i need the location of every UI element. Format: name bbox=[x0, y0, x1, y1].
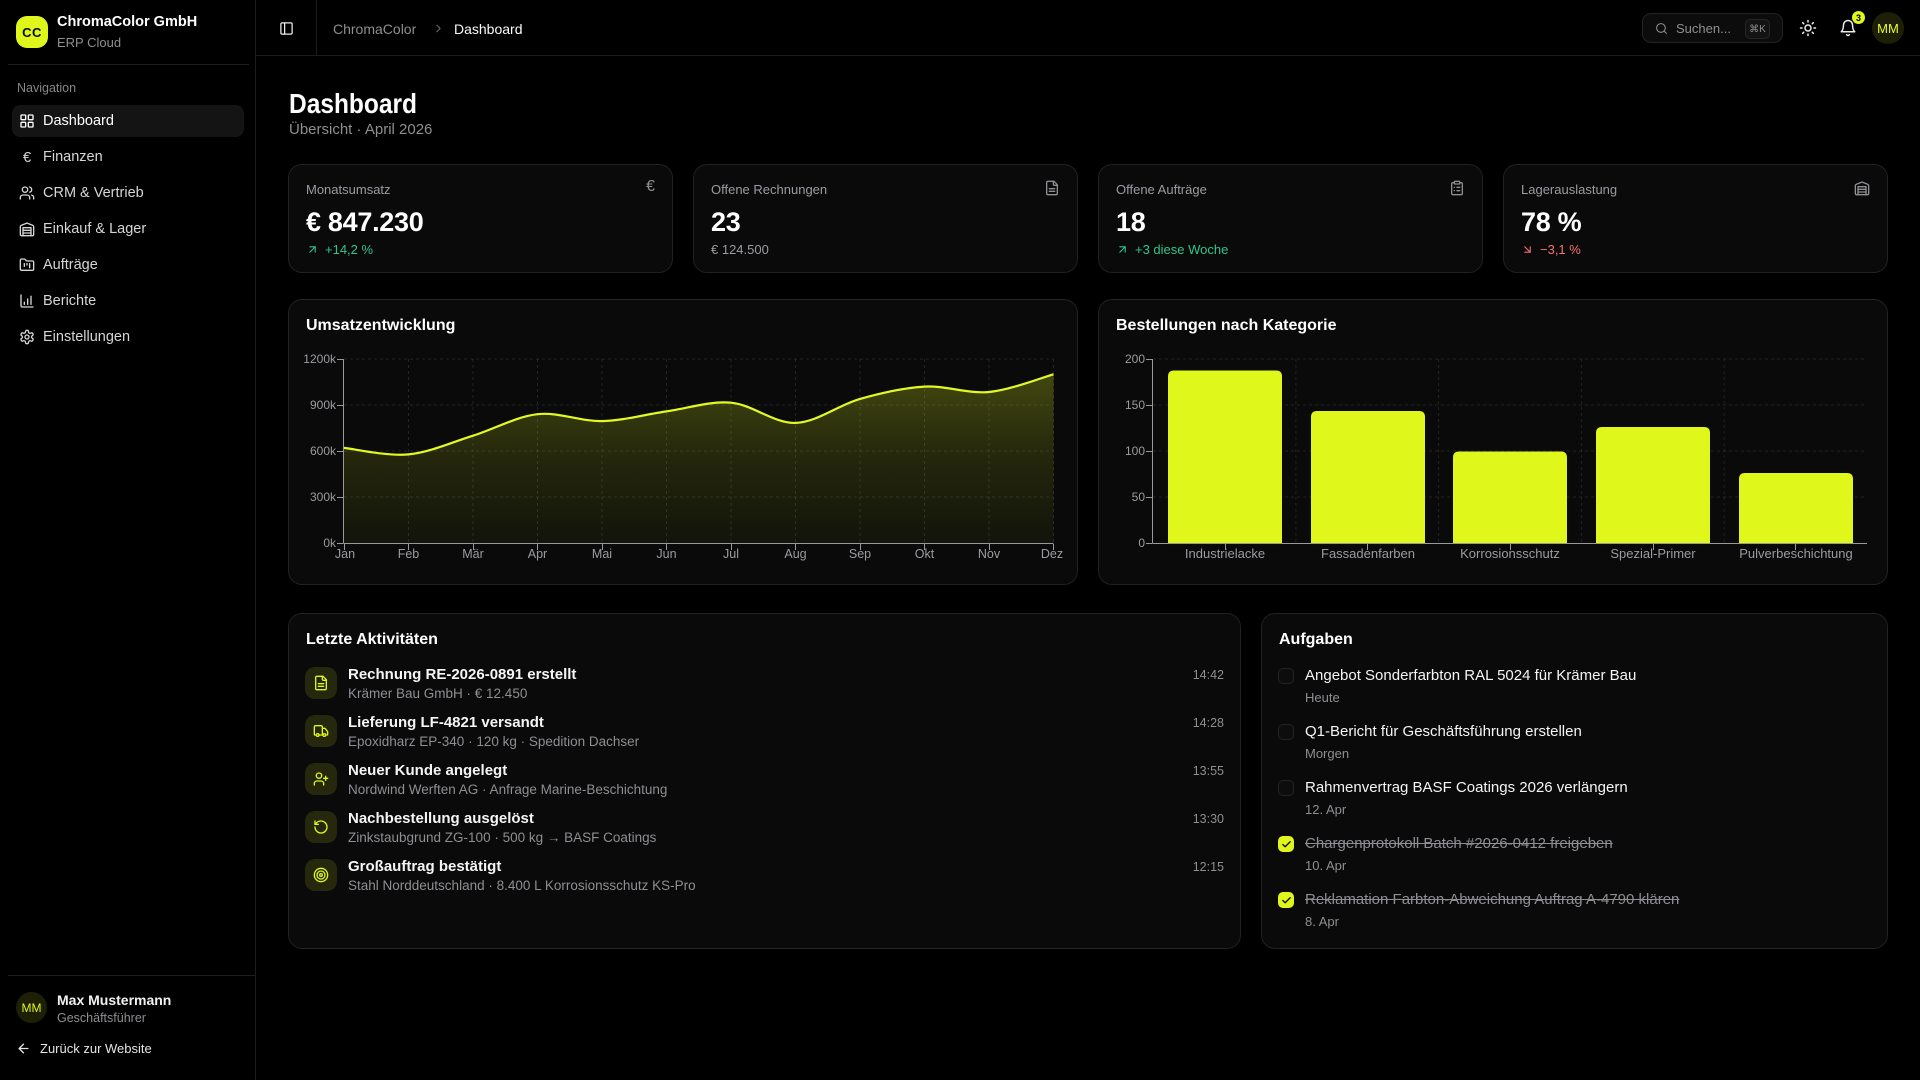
svg-text:Industrielacke: Industrielacke bbox=[1185, 546, 1265, 561]
svg-text:Aug: Aug bbox=[784, 547, 806, 561]
svg-text:1200k: 1200k bbox=[303, 352, 337, 366]
svg-text:Mär: Mär bbox=[462, 547, 484, 561]
svg-text:900k: 900k bbox=[310, 398, 337, 412]
svg-text:600k: 600k bbox=[310, 444, 337, 458]
svg-text:Dez: Dez bbox=[1041, 547, 1063, 561]
svg-text:Mai: Mai bbox=[592, 547, 612, 561]
svg-text:300k: 300k bbox=[310, 490, 337, 504]
svg-text:Feb: Feb bbox=[398, 547, 420, 561]
svg-text:Sep: Sep bbox=[849, 547, 871, 561]
svg-text:Okt: Okt bbox=[915, 547, 935, 561]
svg-text:200: 200 bbox=[1125, 352, 1145, 366]
svg-text:Korrosionsschutz: Korrosionsschutz bbox=[1460, 546, 1560, 561]
svg-text:Jun: Jun bbox=[656, 547, 676, 561]
svg-text:50: 50 bbox=[1132, 490, 1146, 504]
svg-text:0: 0 bbox=[1138, 536, 1145, 550]
svg-text:Jul: Jul bbox=[723, 547, 739, 561]
svg-text:Pulverbeschichtung: Pulverbeschichtung bbox=[1739, 546, 1852, 561]
svg-text:0k: 0k bbox=[323, 536, 337, 550]
svg-text:Jan: Jan bbox=[335, 547, 355, 561]
svg-text:Spezial-Primer: Spezial-Primer bbox=[1610, 546, 1696, 561]
svg-text:100: 100 bbox=[1125, 444, 1145, 458]
svg-text:Fassadenfarben: Fassadenfarben bbox=[1321, 546, 1415, 561]
svg-text:Nov: Nov bbox=[978, 547, 1001, 561]
svg-text:Apr: Apr bbox=[528, 547, 547, 561]
svg-text:150: 150 bbox=[1125, 398, 1145, 412]
